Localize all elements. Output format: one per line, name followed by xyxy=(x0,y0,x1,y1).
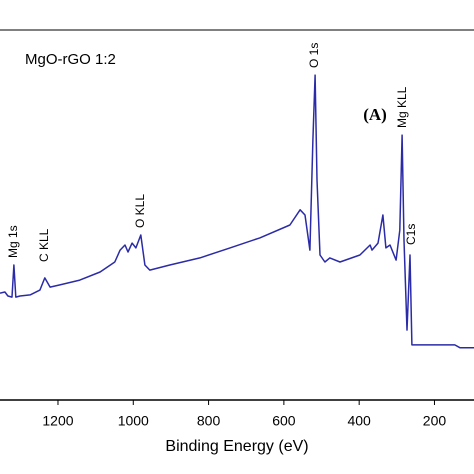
x-tick-label: 200 xyxy=(423,413,447,429)
spectrum-line xyxy=(0,74,474,349)
x-tick-label: 800 xyxy=(197,413,221,429)
annotation: Mg 1s xyxy=(6,225,20,258)
annotation: O KLL xyxy=(133,194,147,228)
x-tick-label: 600 xyxy=(272,413,296,429)
x-axis-label: Binding Energy (eV) xyxy=(165,438,308,455)
x-tick-label: 400 xyxy=(347,413,371,429)
annotation: MgO-rGO 1:2 xyxy=(25,51,116,68)
annotation: C1s xyxy=(404,224,418,245)
annotation: C KLL xyxy=(37,228,51,262)
annotation: Mg KLL xyxy=(395,86,409,128)
x-tick-label: 1200 xyxy=(42,413,73,429)
annotation: O 1s xyxy=(307,43,321,68)
x-tick-label: 1000 xyxy=(118,413,149,429)
annotation: (A) xyxy=(363,105,387,124)
